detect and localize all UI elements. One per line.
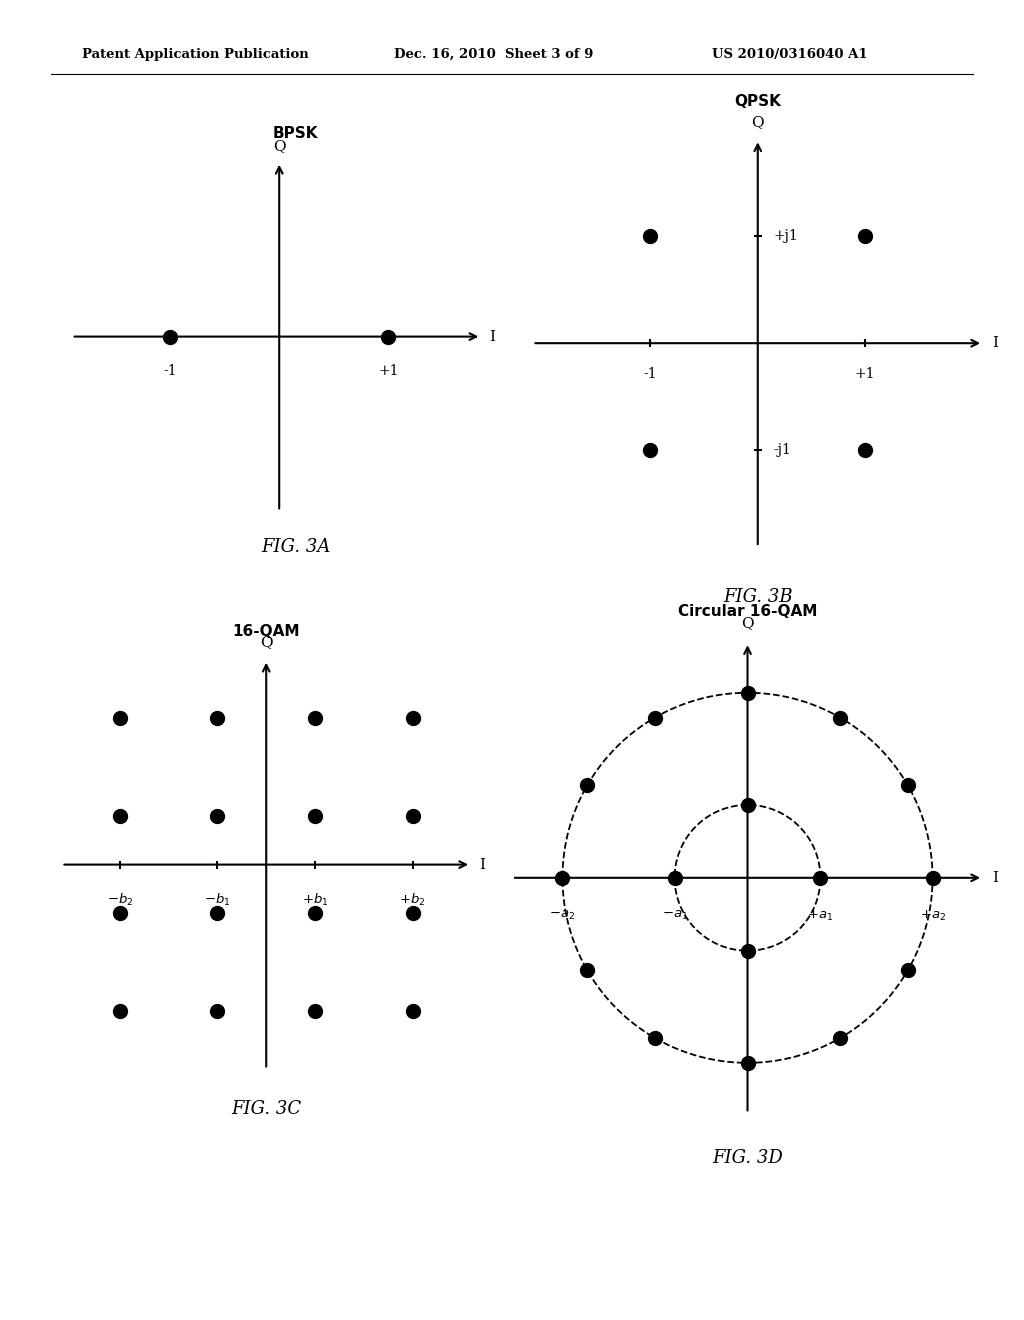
Text: Circular 16-QAM: Circular 16-QAM — [678, 603, 817, 619]
Text: FIG. 3C: FIG. 3C — [231, 1100, 301, 1118]
Text: $+b_1$: $+b_1$ — [302, 891, 329, 908]
Text: FIG. 3D: FIG. 3D — [712, 1148, 783, 1167]
Text: QPSK: QPSK — [734, 94, 781, 108]
Text: I: I — [479, 858, 485, 871]
Text: Q: Q — [741, 616, 754, 631]
Text: $+b_2$: $+b_2$ — [399, 891, 426, 908]
Text: Dec. 16, 2010  Sheet 3 of 9: Dec. 16, 2010 Sheet 3 of 9 — [394, 48, 594, 61]
Text: I: I — [992, 337, 998, 350]
Text: $-a_2$: $-a_2$ — [550, 908, 575, 921]
Text: Q: Q — [752, 115, 764, 129]
Text: Patent Application Publication: Patent Application Publication — [82, 48, 308, 61]
Text: $+a_1$: $+a_1$ — [807, 908, 834, 923]
Text: -j1: -j1 — [774, 444, 792, 458]
Text: I: I — [992, 871, 998, 884]
Text: +1: +1 — [855, 367, 876, 380]
Text: $-b_2$: $-b_2$ — [106, 891, 133, 908]
Text: Q: Q — [273, 139, 286, 153]
Text: -1: -1 — [163, 364, 177, 378]
Text: FIG. 3B: FIG. 3B — [723, 587, 793, 606]
Text: $-b_1$: $-b_1$ — [204, 891, 230, 908]
Text: US 2010/0316040 A1: US 2010/0316040 A1 — [712, 48, 867, 61]
Text: I: I — [489, 330, 496, 343]
Text: 16-QAM: 16-QAM — [232, 624, 300, 639]
Text: $-a_1$: $-a_1$ — [662, 908, 688, 921]
Text: Q: Q — [260, 635, 272, 649]
Text: BPSK: BPSK — [272, 125, 318, 141]
Text: -1: -1 — [644, 367, 657, 380]
Text: +j1: +j1 — [774, 228, 799, 243]
Text: FIG. 3A: FIG. 3A — [261, 537, 331, 556]
Text: $+a_2$: $+a_2$ — [920, 908, 945, 923]
Text: +1: +1 — [378, 364, 398, 378]
